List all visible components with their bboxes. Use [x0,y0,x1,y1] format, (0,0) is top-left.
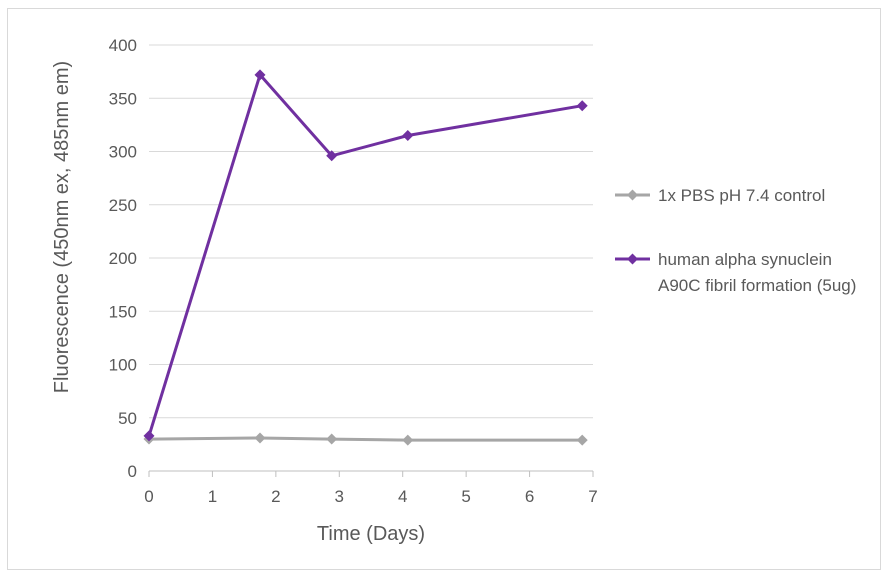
y-tick-label: 300 [109,143,137,162]
y-tick-labels: 0 50 100 150 200 250 300 350 400 [109,36,137,481]
legend: 1x PBS pH 7.4 control human alpha synucle… [615,186,856,295]
y-tick-label: 200 [109,249,137,268]
x-tick-label: 1 [208,487,217,506]
series-line [148,436,583,442]
axes [148,470,594,477]
y-tick-label: 50 [118,409,137,428]
legend-label: A90C fibril formation (5ug) [658,276,856,295]
x-tick-label: 5 [461,487,470,506]
chart-frame [7,8,881,570]
x-tick-label: 3 [335,487,344,506]
y-tick-label: 250 [109,196,137,215]
x-tick-label: 4 [398,487,407,506]
data-point [254,69,266,81]
data-point [254,432,266,444]
y-tick-label: 350 [109,89,137,108]
y-tick-label: 400 [109,36,137,55]
data-point [576,434,588,446]
series-line [147,73,583,437]
series-layer [143,69,588,446]
legend-label: 1x PBS pH 7.4 control [658,186,825,205]
y-tick-label: 0 [128,462,137,481]
gridlines [149,44,593,419]
data-point [576,100,588,112]
x-tick-label: 0 [144,487,153,506]
x-tick-label: 7 [588,487,597,506]
x-tick-labels: 0 1 2 3 4 5 6 7 [144,487,597,506]
x-tick-label: 2 [271,487,280,506]
data-point [402,434,414,446]
data-point [143,430,155,442]
legend-marker [627,189,638,201]
x-tick-label: 6 [525,487,534,506]
y-axis-label: Fluorescence (450nm ex, 485nm em) [51,61,73,393]
data-point [402,130,414,142]
y-tick-label: 150 [109,302,137,321]
y-tick-label: 100 [109,356,137,375]
legend-marker [627,253,638,265]
x-axis-label: Time (Days) [317,523,425,545]
legend-label: human alpha synuclein [658,250,832,269]
data-point [326,150,338,162]
data-point [326,433,338,445]
